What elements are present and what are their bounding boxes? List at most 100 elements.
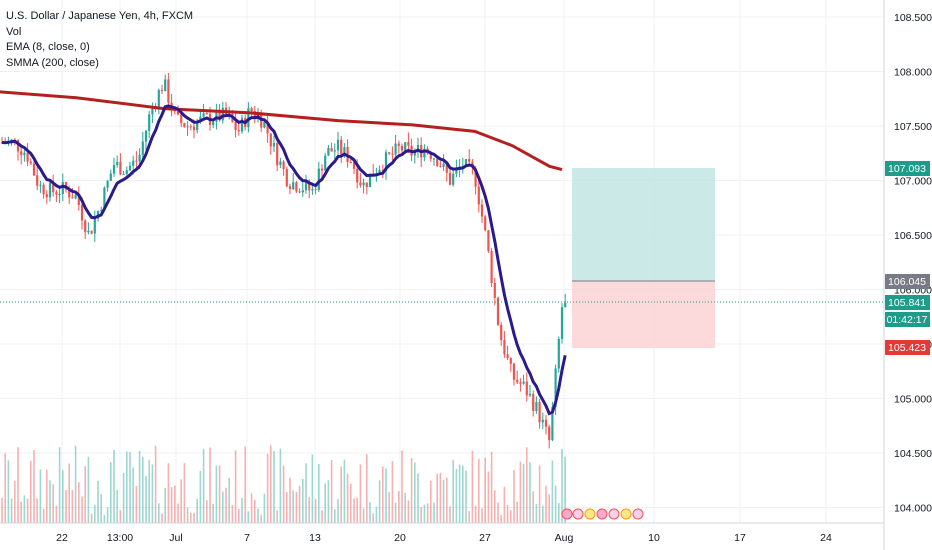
candle-body	[490, 251, 493, 283]
candle-body	[330, 148, 333, 152]
candle-body	[388, 152, 391, 154]
smma-line	[0, 90, 563, 172]
time-tick-label: 17	[734, 532, 746, 544]
volume-bar	[510, 510, 512, 523]
volume-bar	[436, 473, 438, 523]
volume-bar	[385, 468, 387, 523]
volume-bar	[506, 504, 509, 523]
volume-bar	[222, 491, 224, 523]
volume-bar	[254, 499, 256, 523]
candle-body	[32, 163, 36, 176]
volume-bar	[356, 497, 358, 523]
candle-body	[192, 126, 196, 131]
volume-bar	[42, 508, 45, 523]
symbol-title[interactable]: U.S. Dollar / Japanese Yen, 4h, FXCM	[6, 10, 194, 22]
ema-indicator-label[interactable]: EMA (8, close, 0)	[6, 41, 90, 53]
volume-bar	[263, 493, 266, 523]
candle-body	[308, 181, 311, 191]
stop-price-tag[interactable]: 105.423	[885, 340, 930, 355]
volume-bar	[164, 487, 166, 523]
volume-bar	[30, 460, 32, 523]
candle-body	[29, 161, 32, 164]
volume-bar	[26, 498, 29, 523]
volume-bar	[423, 504, 426, 523]
volume-bar	[334, 509, 336, 523]
position-zones[interactable]	[572, 168, 715, 348]
volume-bar	[494, 490, 496, 523]
volume-bar	[340, 466, 342, 523]
candle-body	[432, 158, 436, 160]
candle-body	[407, 142, 410, 146]
candle-body	[234, 121, 237, 131]
candle-body	[93, 218, 96, 234]
candle-body	[87, 230, 90, 233]
candle-body	[506, 354, 509, 359]
volume-bar	[318, 464, 320, 523]
volume-bar	[513, 470, 515, 523]
volume-bar	[186, 507, 189, 523]
candle-body	[413, 151, 416, 156]
last-price-tag[interactable]: 105.841	[885, 295, 930, 310]
volume-bar	[170, 487, 173, 523]
candle-body	[474, 167, 477, 187]
vol-indicator-label[interactable]: Vol	[6, 25, 22, 38]
volume-bar	[209, 447, 211, 523]
grid	[0, 0, 884, 523]
candle-body	[352, 162, 356, 169]
volume-bar	[148, 460, 150, 523]
target-price-tag[interactable]: 107.093	[885, 161, 930, 176]
candle-body	[276, 142, 279, 166]
candle-body	[36, 175, 39, 186]
countdown-tag[interactable]: 01:42:17	[885, 312, 930, 327]
volume-bar	[388, 492, 390, 523]
profit-zone[interactable]	[572, 168, 715, 281]
candle-body	[343, 147, 346, 155]
volume-bars	[1, 445, 566, 523]
candle-body	[52, 182, 55, 193]
volume-bar	[359, 464, 362, 523]
candle-body	[429, 152, 432, 160]
volume-bar	[183, 463, 186, 523]
volume-bar	[119, 510, 122, 523]
volume-bar	[151, 464, 154, 523]
volume-bar	[286, 492, 288, 523]
loss-zone[interactable]	[572, 281, 715, 348]
volume-bar	[71, 489, 74, 523]
volume-bar	[481, 508, 483, 523]
volume-bar	[417, 473, 419, 523]
volume-bar	[122, 472, 125, 523]
candle-body	[189, 126, 192, 128]
time-tick-label: 13	[309, 532, 321, 544]
volume-bar	[529, 462, 531, 523]
event-markers[interactable]	[561, 508, 644, 520]
candle-body	[503, 340, 506, 355]
candle-body	[522, 381, 525, 384]
time-axis[interactable]: 22 13:00 Jul 7 13 20 27 Aug 10 17 24	[56, 532, 832, 544]
candle-body	[180, 114, 183, 124]
volume-bar	[132, 467, 134, 523]
volume-bar	[180, 479, 182, 523]
smma-indicator-label[interactable]: SMMA (200, close)	[6, 56, 99, 69]
candle-body	[183, 123, 186, 128]
candle-body	[205, 113, 208, 115]
volume-bar	[154, 445, 157, 523]
candle-body	[125, 170, 128, 174]
candle-body	[196, 121, 199, 131]
candle-body	[157, 90, 160, 108]
candle-body	[292, 182, 295, 190]
volume-bar	[298, 486, 301, 523]
candle-body	[359, 182, 362, 186]
volume-bar	[551, 460, 554, 523]
svg-text:01:42:17: 01:42:17	[887, 314, 928, 326]
volume-bar	[439, 472, 442, 523]
candle-body	[288, 186, 292, 190]
candle-body	[100, 210, 103, 212]
volume-bar	[282, 465, 285, 523]
candle-body	[493, 282, 496, 298]
candle-body	[80, 204, 84, 221]
volume-bar	[369, 502, 371, 523]
entry-price-tag[interactable]: 106.045	[885, 274, 930, 289]
volume-bar	[135, 485, 138, 523]
time-tick-label: 22	[56, 532, 68, 544]
